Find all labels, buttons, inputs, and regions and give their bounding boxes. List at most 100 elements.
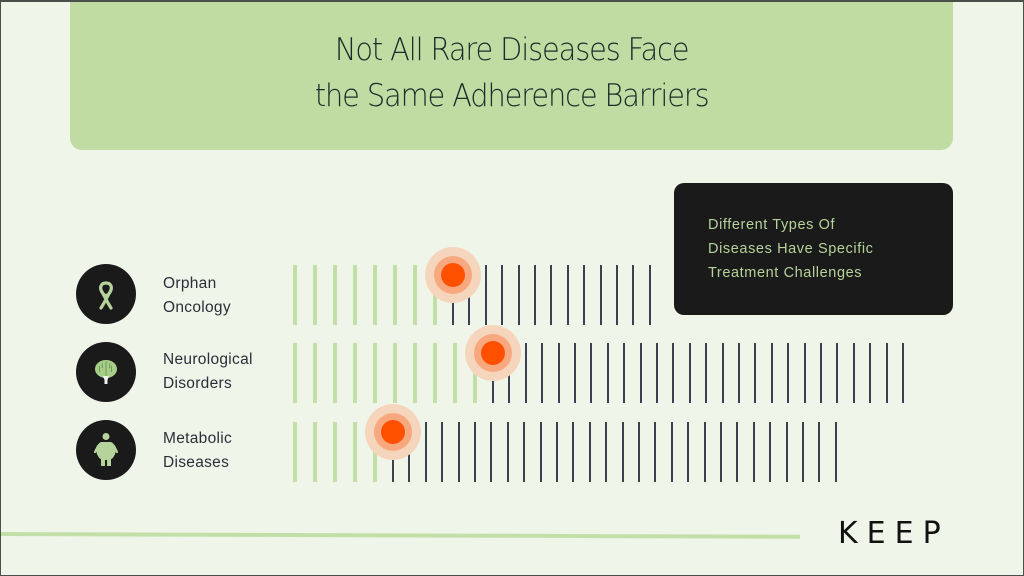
dark-tick — [632, 265, 635, 325]
dark-tick — [803, 343, 806, 403]
green-tick — [393, 265, 397, 325]
body-icon — [76, 420, 136, 480]
dark-tick — [648, 265, 651, 325]
green-tick — [413, 343, 417, 403]
dark-tick — [721, 343, 724, 403]
green-tick — [293, 422, 297, 482]
green-tick — [293, 265, 297, 325]
dark-tick — [557, 343, 560, 403]
dark-tick — [802, 422, 804, 482]
dark-tick — [556, 422, 558, 482]
title-line-2: the Same Adherence Barriers — [314, 78, 710, 114]
dark-tick — [474, 422, 476, 482]
dark-tick — [738, 343, 740, 403]
dark-tick — [770, 343, 773, 403]
dark-tick — [836, 343, 839, 403]
dark-tick — [606, 343, 609, 403]
dark-tick — [605, 422, 608, 482]
green-tick — [333, 422, 337, 482]
dark-tick — [583, 265, 586, 325]
dark-tick — [616, 265, 618, 325]
ribbon-icon — [76, 264, 136, 324]
row-label-neurological-disorders: Neurological Disorders — [163, 348, 253, 396]
callout-line-2: Diseases Have Specific — [708, 241, 874, 257]
green-tick — [433, 343, 437, 403]
dark-tick — [501, 265, 504, 325]
dark-tick — [852, 343, 855, 403]
dark-tick — [672, 343, 675, 403]
brain-icon — [76, 342, 136, 402]
dark-tick — [820, 343, 822, 403]
dark-tick — [441, 422, 444, 482]
marker-dot-inner — [441, 263, 465, 287]
dark-tick — [524, 343, 527, 403]
title-banner: Not All Rare Diseases Face the Same Adhe… — [70, 0, 953, 150]
callout-line-3: Treatment Challenges — [708, 265, 863, 281]
green-tick — [413, 265, 417, 325]
green-tick — [353, 265, 357, 325]
dark-tick — [550, 265, 553, 325]
callout-line-1: Different Types Of — [708, 217, 836, 233]
dark-tick — [541, 343, 544, 403]
green-tick — [393, 343, 397, 403]
dark-tick — [638, 422, 640, 482]
dark-tick — [506, 422, 509, 482]
row-label-orphan-oncology: Orphan Oncology — [163, 272, 231, 320]
dark-tick — [869, 343, 872, 403]
dark-tick — [688, 343, 691, 403]
green-tick — [453, 343, 457, 403]
row-label-metabolic-diseases: Metabolic Diseases — [163, 427, 232, 475]
dark-tick — [785, 422, 788, 482]
green-tick — [293, 343, 297, 403]
dark-tick — [599, 265, 602, 325]
marker-dot-inner — [481, 341, 505, 365]
bottom-divider — [0, 532, 801, 539]
marker-dot-inner — [381, 420, 405, 444]
dark-tick — [754, 343, 757, 403]
dark-tick — [834, 422, 837, 482]
dark-tick — [572, 422, 575, 482]
green-tick — [353, 343, 357, 403]
dark-tick — [656, 343, 658, 403]
dark-tick — [623, 343, 626, 403]
dark-tick — [523, 422, 526, 482]
label-line: Metabolic — [163, 430, 233, 447]
dark-tick — [687, 422, 690, 482]
dark-tick — [639, 343, 642, 403]
callout-box: Different Types Of Diseases Have Specifi… — [674, 183, 953, 315]
page-title: Not All Rare Diseases Face the Same Adhe… — [300, 27, 723, 119]
title-line-1: Not All Rare Diseases Face — [334, 32, 690, 68]
green-tick — [373, 265, 377, 325]
dark-tick — [484, 265, 487, 325]
dark-tick — [736, 422, 739, 482]
dark-tick — [670, 422, 673, 482]
green-tick — [333, 343, 337, 403]
dark-tick — [517, 265, 520, 325]
dark-tick — [588, 422, 591, 482]
green-tick — [313, 265, 317, 325]
label-line: Oncology — [163, 299, 231, 316]
dark-tick — [902, 343, 904, 403]
dark-tick — [490, 422, 493, 482]
dark-tick — [705, 343, 708, 403]
green-tick — [313, 422, 317, 482]
label-line: Orphan — [163, 275, 217, 292]
dark-tick — [457, 422, 460, 482]
dark-tick — [566, 265, 569, 325]
keep-logo: KEEP — [838, 516, 950, 551]
label-line: Neurological — [163, 351, 253, 368]
dark-tick — [574, 343, 576, 403]
dark-tick — [818, 422, 821, 482]
green-tick — [313, 343, 317, 403]
label-line: Disorders — [163, 375, 233, 392]
label-line: Diseases — [163, 454, 230, 471]
dark-tick — [720, 422, 722, 482]
dark-tick — [885, 343, 888, 403]
dark-tick — [424, 422, 427, 482]
dark-tick — [534, 265, 536, 325]
dark-tick — [590, 343, 593, 403]
dark-tick — [703, 422, 706, 482]
dark-tick — [654, 422, 657, 482]
dark-tick — [752, 422, 755, 482]
green-tick — [373, 343, 377, 403]
